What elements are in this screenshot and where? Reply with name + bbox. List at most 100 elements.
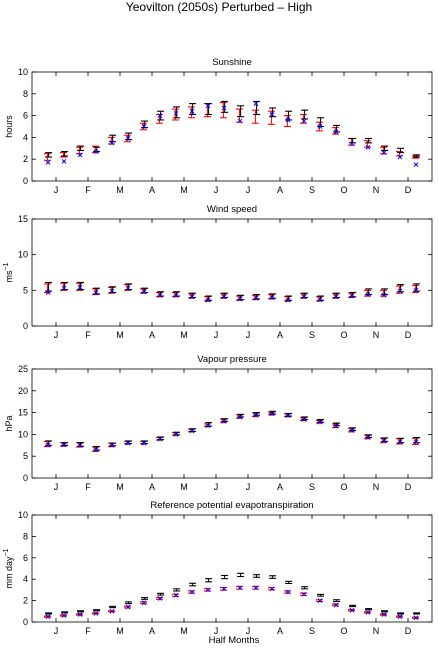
x-tick-label: J — [54, 185, 59, 195]
x-tick-label: F — [85, 626, 91, 636]
plot-frame — [31, 514, 433, 623]
blue-cross-point — [157, 436, 163, 442]
x-tick-label: A — [149, 330, 155, 340]
blue-cross-point — [157, 596, 163, 601]
blue-cross-point — [253, 412, 259, 418]
blue-cross-point — [205, 103, 211, 109]
blue-cross-point — [253, 295, 259, 301]
x-tick-label: O — [340, 626, 347, 636]
black-errorbar — [269, 575, 277, 579]
blue-cross-point — [109, 608, 115, 614]
x-tick-label: F — [85, 330, 91, 340]
y-tick-label: 15 — [18, 408, 28, 418]
black-errorbar — [141, 597, 149, 600]
blue-cross-point — [173, 592, 179, 598]
blue-cross-point — [317, 598, 323, 603]
y-tick-label: 5 — [23, 285, 28, 295]
panel-title: Vapour pressure — [197, 354, 267, 365]
x-tick-label: M — [180, 185, 188, 195]
y-tick-label: 2 — [23, 154, 28, 164]
blue-cross-point — [61, 285, 67, 291]
blue-cross-point — [221, 418, 227, 424]
blue-cross-point — [269, 295, 275, 300]
plot-frame — [31, 218, 433, 327]
blue-cross-point — [333, 602, 339, 608]
black-errorbar — [61, 611, 69, 614]
blue-cross-point — [365, 292, 371, 297]
x-tick-label: A — [149, 185, 155, 195]
blue-cross-point — [237, 414, 243, 420]
black-errorbar — [333, 599, 341, 603]
blue-cross-point — [205, 587, 211, 593]
blue-cross-point — [61, 442, 67, 448]
y-tick-label: 0 — [23, 321, 28, 331]
blue-cross-point — [397, 439, 403, 445]
blue-cross-point — [253, 101, 259, 106]
blue-cross-point — [269, 112, 275, 117]
blue-cross-point — [349, 293, 355, 299]
blue-cross-point — [45, 290, 51, 295]
x-tick-label: J — [54, 482, 59, 492]
x-tick-label: J — [54, 330, 59, 340]
y-tick-label: 6 — [23, 111, 28, 121]
black-errorbar — [189, 103, 197, 116]
blue-cross-point — [109, 140, 115, 146]
blue-cross-point — [301, 294, 307, 300]
blue-cross-point — [301, 118, 307, 124]
blue-cross-point — [397, 154, 403, 160]
x-tick-label: J — [246, 330, 251, 340]
blue-cross-point — [381, 292, 387, 298]
blue-cross-point — [157, 113, 163, 118]
y-axis-label: hPa — [4, 415, 14, 431]
x-tick-label: F — [85, 482, 91, 492]
panel-2: Wind speed 0 5 10 15 J F M A M J J A S O N Dms−1 — [3, 204, 433, 340]
blue-cross-point — [301, 417, 307, 422]
blue-cross-point — [77, 285, 83, 290]
blue-cross-point — [317, 124, 323, 129]
y-tick-label: 2 — [23, 596, 28, 606]
black-errorbar — [205, 578, 213, 583]
panel-4: Reference potential evapotranspiration 0 2… — [3, 500, 433, 636]
blue-cross-point — [109, 442, 115, 448]
blue-cross-point — [349, 607, 355, 613]
blue-cross-point — [413, 439, 419, 445]
blue-cross-point — [77, 612, 83, 617]
blue-cross-point — [237, 118, 243, 124]
x-tick-label: S — [309, 185, 315, 195]
x-tick-label: O — [340, 185, 347, 195]
x-tick-label: A — [277, 482, 283, 492]
x-tick-label: J — [214, 330, 219, 340]
y-tick-label: 8 — [23, 89, 28, 99]
black-errorbar — [237, 572, 245, 578]
blue-cross-point — [285, 297, 291, 303]
black-errorbar — [349, 604, 357, 608]
panel-title: Wind speed — [207, 204, 257, 215]
y-tick-label: 8 — [23, 531, 28, 541]
blue-cross-point — [285, 589, 291, 595]
black-errorbar — [45, 612, 53, 615]
x-tick-label: A — [149, 626, 155, 636]
x-tick-label: J — [214, 482, 219, 492]
blue-cross-point — [269, 411, 275, 417]
x-tick-label: N — [373, 626, 380, 636]
blue-cross-point — [365, 435, 371, 440]
blue-cross-point — [317, 419, 323, 425]
y-axis-label: mm day−1 — [3, 548, 14, 588]
black-errorbar — [173, 588, 181, 592]
blue-cross-point — [333, 294, 339, 300]
x-tick-label: N — [373, 330, 380, 340]
x-tick-label: O — [340, 330, 347, 340]
x-tick-label: S — [309, 482, 315, 492]
x-tick-label: M — [116, 482, 124, 492]
black-errorbar — [397, 147, 405, 154]
black-errorbar — [285, 580, 293, 585]
y-tick-label: 5 — [23, 451, 28, 461]
x-tick-label: A — [277, 330, 283, 340]
x-tick-label: D — [405, 185, 412, 195]
black-errorbar — [125, 601, 133, 605]
x-tick-label: J — [214, 626, 219, 636]
blue-cross-point — [413, 162, 419, 168]
